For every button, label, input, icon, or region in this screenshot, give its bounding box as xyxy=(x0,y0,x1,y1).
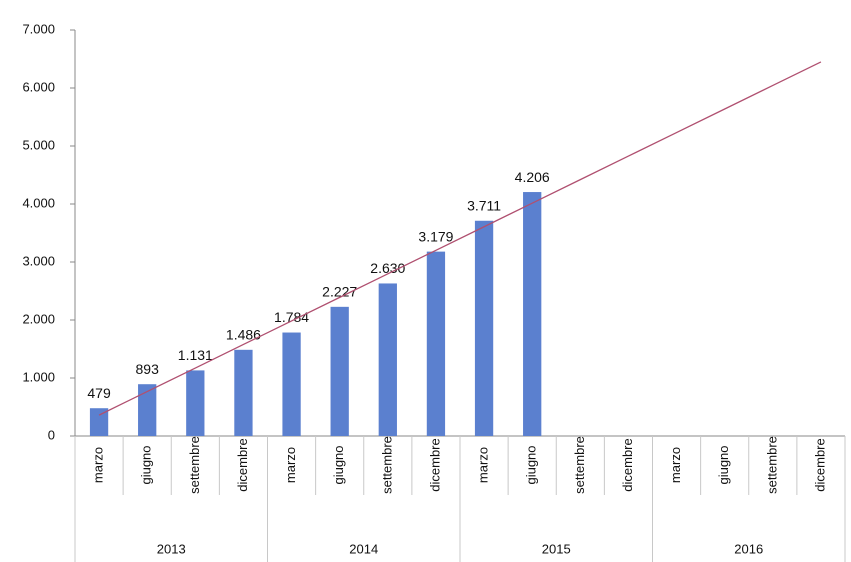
x-tick-label: dicembre xyxy=(427,438,442,491)
bar xyxy=(186,370,205,436)
bar xyxy=(523,192,542,436)
bar xyxy=(474,220,494,436)
trend-line xyxy=(98,61,822,416)
data-label: 479 xyxy=(87,385,111,401)
bar xyxy=(426,251,446,436)
x-tick-label: marzo xyxy=(91,447,106,483)
bar xyxy=(138,384,157,436)
bar xyxy=(282,332,301,436)
group-label: 2016 xyxy=(734,541,763,556)
y-tick-label: 2.000 xyxy=(22,311,55,326)
data-label: 1.486 xyxy=(226,327,261,343)
data-label: 4.206 xyxy=(515,169,550,185)
bar xyxy=(89,408,109,436)
x-tick-label: settembre xyxy=(572,436,587,494)
bar xyxy=(234,349,253,436)
data-label: 2.227 xyxy=(322,284,357,300)
x-tick-label: settembre xyxy=(187,436,202,494)
data-label: 893 xyxy=(136,361,160,377)
y-tick-label: 0 xyxy=(48,427,55,442)
x-tick-label: giugno xyxy=(139,445,154,484)
x-tick-label: dicembre xyxy=(235,438,250,491)
y-tick-label: 4.000 xyxy=(22,195,55,210)
y-tick-label: 7.000 xyxy=(22,21,55,36)
y-tick-label: 6.000 xyxy=(22,79,55,94)
group-label: 2014 xyxy=(349,541,378,556)
data-label: 1.131 xyxy=(178,347,213,363)
x-tick-label: giugno xyxy=(331,445,346,484)
x-tick-label: marzo xyxy=(668,447,683,483)
x-tick-label: settembre xyxy=(379,436,394,494)
bar xyxy=(378,283,397,436)
x-tick-label: marzo xyxy=(283,447,298,483)
x-tick-label: giugno xyxy=(524,445,539,484)
data-label: 2.630 xyxy=(370,260,405,276)
x-tick-label: settembre xyxy=(764,436,779,494)
data-label: 3.711 xyxy=(467,197,501,213)
group-label: 2015 xyxy=(542,541,571,556)
data-label: 3.179 xyxy=(418,228,453,244)
x-tick-label: dicembre xyxy=(812,438,827,491)
y-tick-label: 3.000 xyxy=(22,253,55,268)
group-label: 2013 xyxy=(157,541,186,556)
x-tick-label: marzo xyxy=(476,447,491,483)
bar xyxy=(330,306,349,436)
y-tick-label: 5.000 xyxy=(22,137,55,152)
data-label: 1.784 xyxy=(274,309,309,325)
x-tick-label: giugno xyxy=(716,445,731,484)
y-tick-label: 1.000 xyxy=(22,369,55,384)
x-tick-label: dicembre xyxy=(620,438,635,491)
